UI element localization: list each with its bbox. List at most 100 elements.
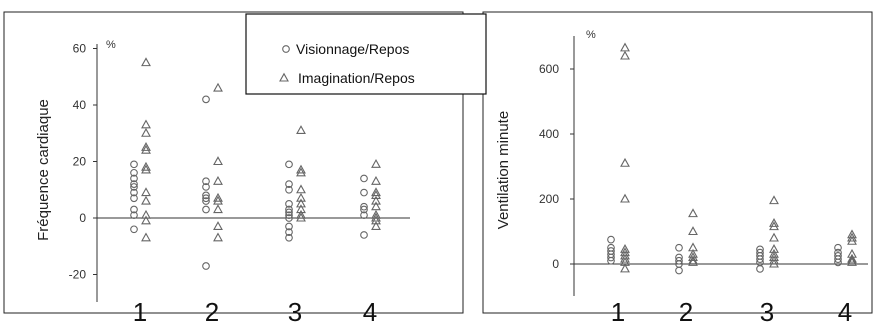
data-point-triangle	[769, 258, 779, 268]
data-point-triangle	[847, 232, 857, 242]
category-label: 1	[133, 297, 147, 327]
data-point-triangle	[847, 257, 857, 266]
data-point-triangle	[688, 252, 698, 262]
data-point-triangle	[620, 157, 630, 167]
category-label: 4	[363, 297, 377, 327]
data-point-triangle	[213, 195, 223, 205]
legend: Visionnage/Repos Imagination/Repos	[245, 13, 487, 95]
data-point-triangle	[620, 50, 630, 60]
data-point-circle	[675, 266, 683, 275]
data-point-triangle	[688, 226, 698, 236]
data-point-circle	[360, 231, 368, 239]
data-point-circle	[285, 214, 293, 222]
data-point-triangle	[141, 195, 151, 205]
data-point-triangle	[769, 244, 779, 253]
data-point-triangle	[296, 204, 306, 214]
data-point-triangle	[371, 187, 381, 197]
data-point-triangle	[141, 187, 151, 197]
data-point-circle	[360, 188, 368, 197]
legend-label: Imagination/Repos	[298, 70, 415, 86]
data-point-triangle	[371, 175, 381, 185]
data-point-triangle	[769, 221, 779, 231]
data-point-circle	[834, 255, 842, 263]
data-point-triangle	[141, 161, 151, 171]
y-unit-label: %	[586, 29, 596, 41]
data-point-circle	[130, 180, 138, 188]
data-point-triangle	[371, 209, 381, 219]
data-point-triangle	[213, 204, 223, 214]
data-point-circle	[130, 168, 138, 177]
category-label: 2	[679, 297, 693, 327]
data-point-triangle	[371, 190, 381, 199]
data-point-circle	[675, 256, 683, 265]
data-point-circle	[360, 174, 368, 183]
data-point-triangle	[371, 212, 381, 222]
data-point-triangle	[620, 253, 630, 263]
data-point-circle	[130, 225, 138, 234]
data-point-triangle	[769, 218, 779, 227]
category-label: 4	[838, 297, 852, 327]
data-point-circle	[130, 211, 138, 220]
data-point-circle	[756, 265, 764, 273]
data-point-circle	[202, 183, 210, 191]
data-point-triangle	[141, 119, 151, 129]
data-point-circle	[285, 205, 293, 214]
data-point-triangle	[213, 221, 223, 231]
panel-frame	[482, 11, 873, 314]
data-point-circle	[285, 228, 293, 236]
data-point-triangle	[141, 232, 151, 242]
category-label: 3	[760, 297, 774, 327]
category-label: 3	[288, 297, 302, 327]
data-point-triangle	[296, 198, 306, 208]
data-point-triangle	[213, 175, 223, 185]
data-point-triangle	[141, 164, 151, 174]
data-point-circle	[285, 211, 293, 220]
y-axis-title: Fréquence cardiaque	[35, 99, 52, 241]
data-point-triangle	[371, 195, 381, 205]
data-point-triangle	[371, 221, 381, 231]
data-point-circle	[285, 233, 293, 242]
y-tick-label: 200	[539, 192, 559, 206]
legend-triangle-icon	[279, 72, 289, 82]
data-point-triangle	[620, 193, 630, 203]
data-point-triangle	[213, 192, 223, 202]
data-point-triangle	[769, 255, 779, 265]
data-point-triangle	[620, 42, 630, 52]
data-point-triangle	[141, 209, 151, 219]
y-tick-label: 0	[79, 211, 86, 225]
data-point-triangle	[769, 232, 779, 242]
y-tick-label: 20	[73, 155, 87, 169]
data-point-circle	[130, 188, 138, 197]
data-point-triangle	[769, 195, 779, 205]
data-point-triangle	[296, 125, 306, 134]
data-point-triangle	[371, 215, 381, 225]
data-point-triangle	[688, 257, 698, 266]
data-point-triangle	[371, 201, 381, 211]
data-point-triangle	[141, 127, 151, 137]
y-tick-label: 0	[552, 257, 559, 271]
data-point-triangle	[371, 158, 381, 168]
data-point-triangle	[213, 232, 223, 242]
data-point-circle	[130, 205, 138, 214]
y-tick-label: 60	[73, 42, 87, 56]
data-point-circle	[202, 194, 210, 203]
data-point-circle	[202, 95, 210, 104]
data-point-circle	[285, 208, 293, 217]
data-point-circle	[130, 183, 138, 191]
data-point-circle	[202, 191, 210, 200]
legend-label: Visionnage/Repos	[296, 41, 409, 57]
data-point-triangle	[847, 235, 857, 245]
data-point-triangle	[296, 192, 306, 202]
data-point-circle	[285, 200, 293, 208]
data-point-circle	[607, 235, 615, 244]
category-label: 1	[611, 297, 625, 327]
data-point-circle	[834, 258, 842, 267]
data-point-triangle	[213, 82, 223, 92]
chart-panel-1: 60 40 20 0 -20% Fréquence cardiaque 1 2 3 4	[3, 11, 464, 327]
data-point-triangle	[688, 255, 698, 265]
data-point-circle	[130, 160, 138, 169]
y-tick-label: 40	[73, 98, 87, 112]
panel-frame	[3, 11, 464, 314]
data-point-triangle	[141, 215, 151, 225]
data-point-circle	[130, 174, 138, 183]
